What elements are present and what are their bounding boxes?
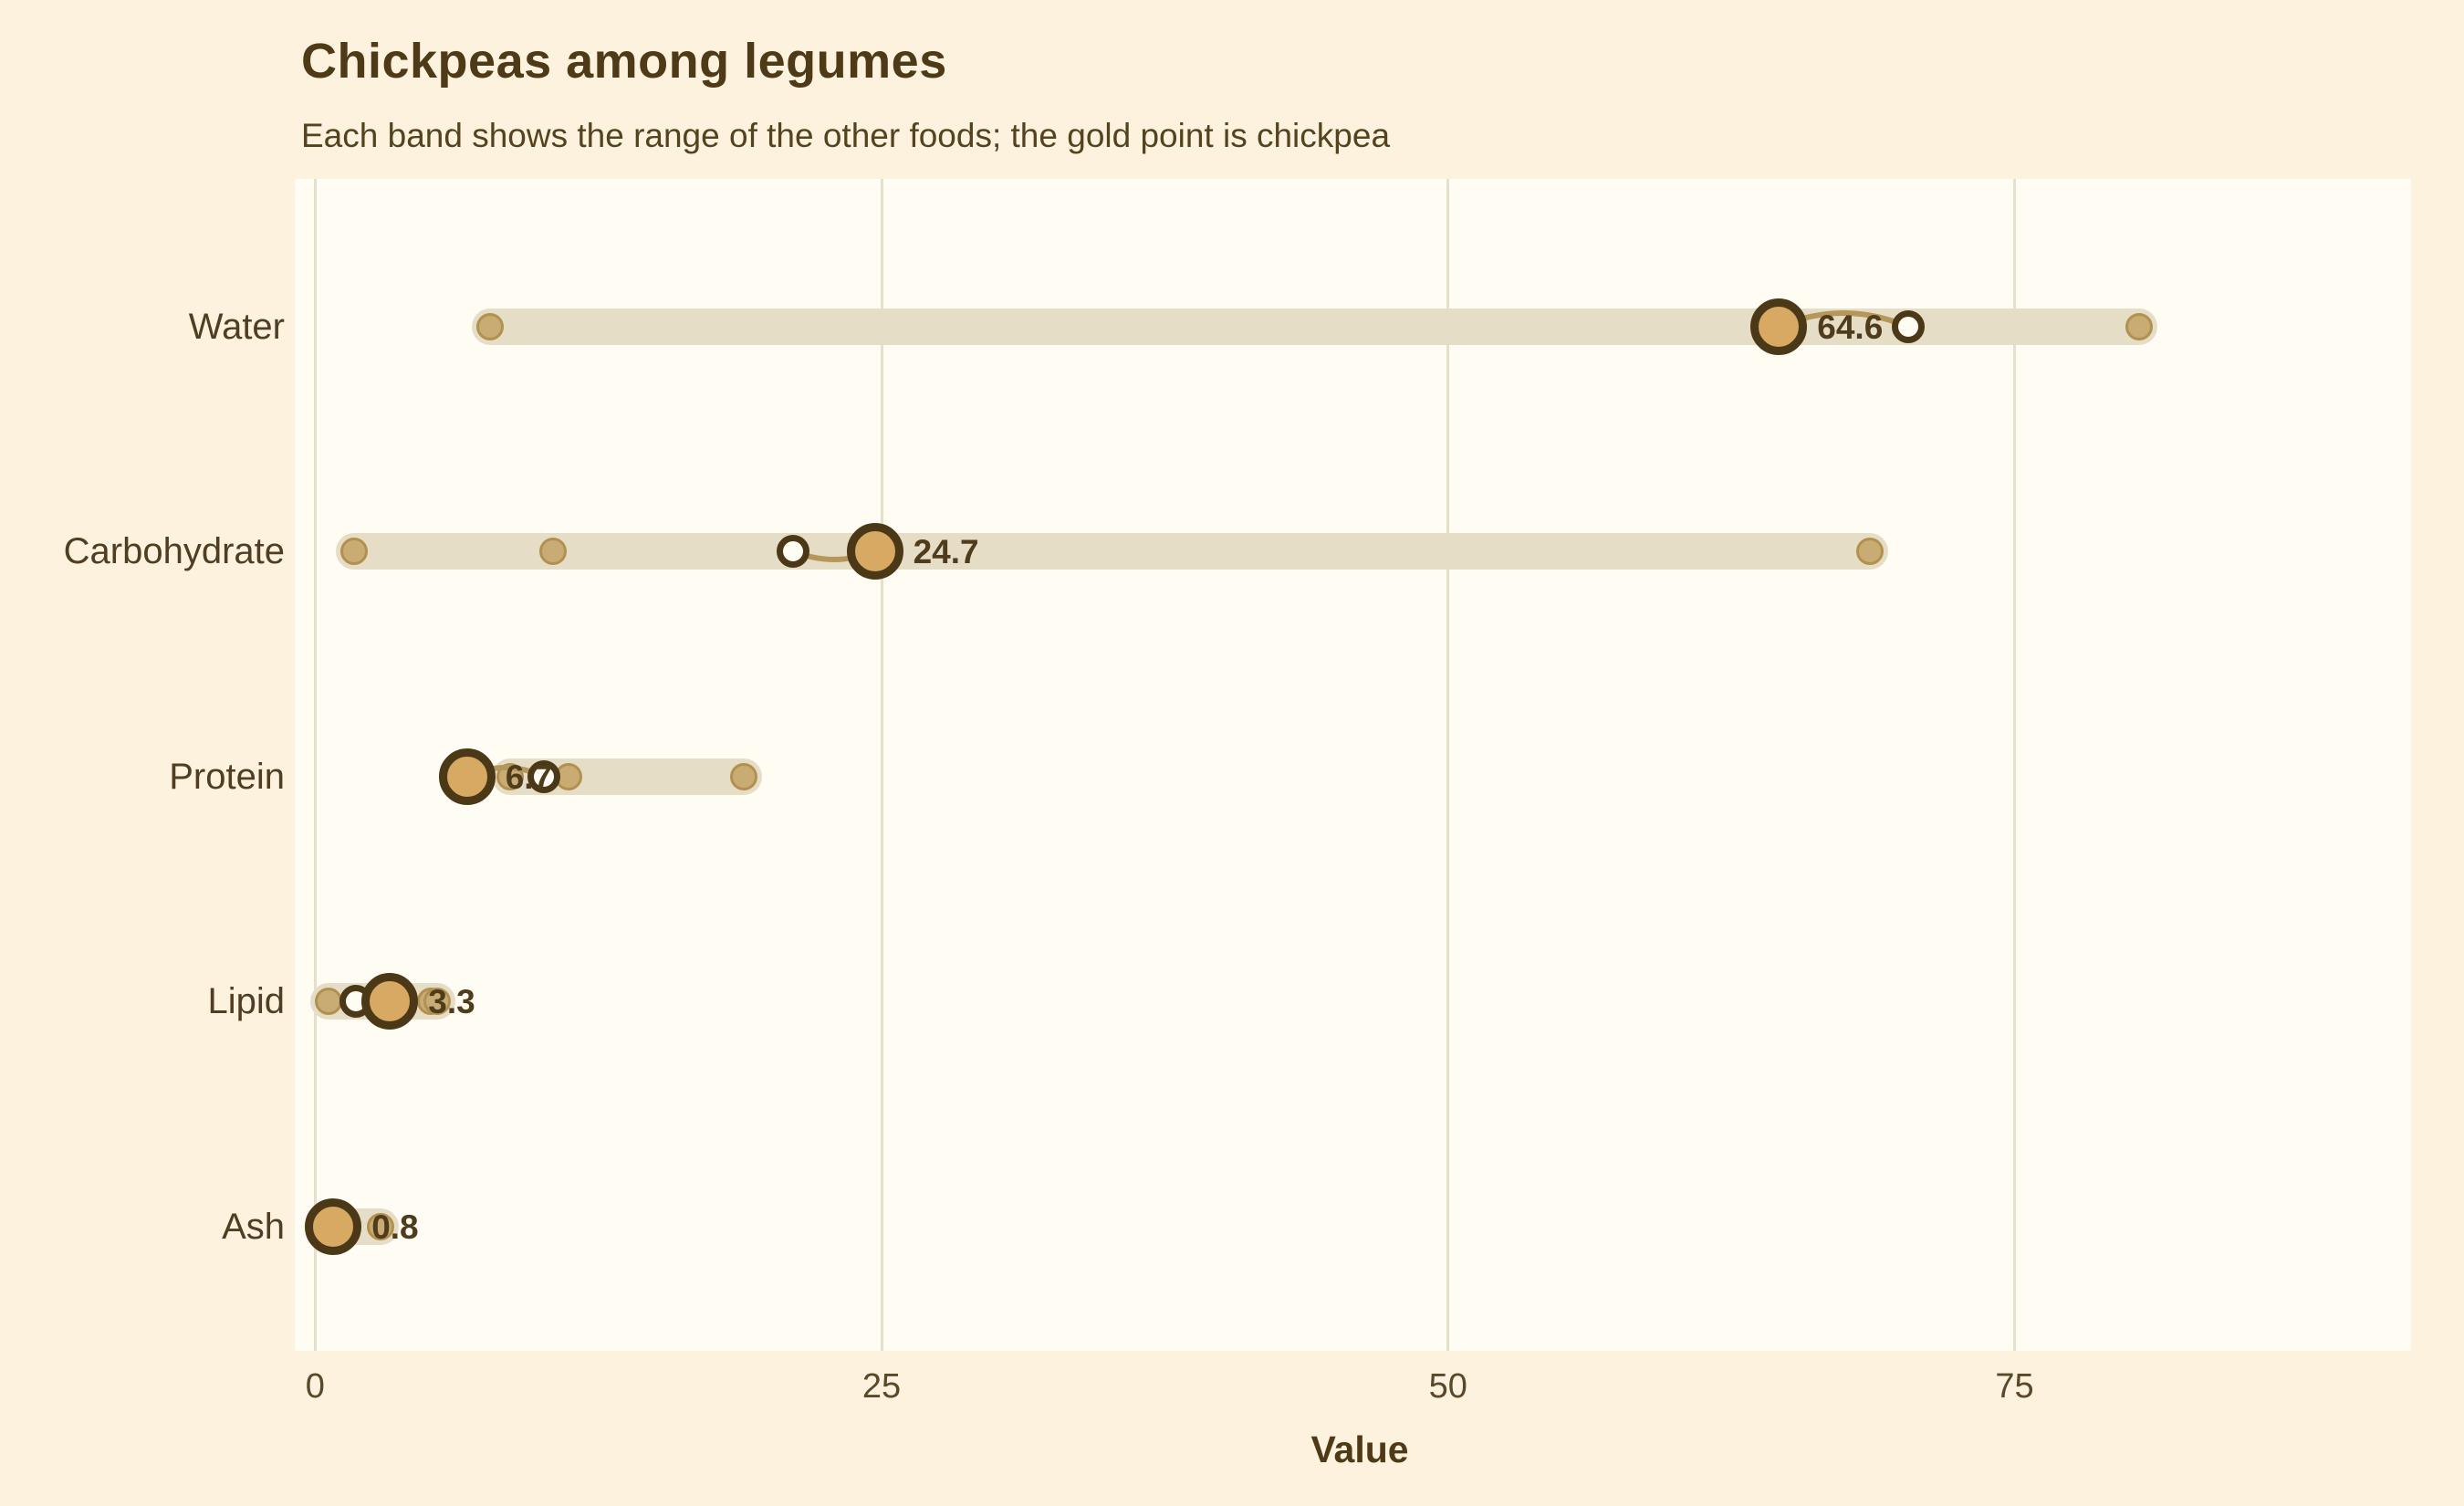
chickpea-value-label: 0.8 [371, 1208, 419, 1246]
gridline-50 [1446, 179, 1450, 1351]
other-food-point [539, 538, 568, 565]
chickpea-value-label: 6.7 [505, 758, 553, 796]
chickpea-point [1750, 298, 1808, 355]
other-food-point [367, 1213, 395, 1240]
x-tick-label-50: 50 [1428, 1367, 1467, 1406]
category-label-protein: Protein [169, 757, 285, 797]
chickpea-point [846, 523, 903, 580]
chickpea-point [438, 748, 496, 805]
chickpea-point [361, 973, 419, 1030]
category-label-ash: Ash [222, 1207, 285, 1247]
category-label-water: Water [188, 307, 285, 347]
x-tick-label-25: 25 [861, 1367, 902, 1406]
comparison-open-point [1891, 310, 1925, 343]
chickpea-value-label: 24.7 [913, 533, 979, 570]
chickpea-value-label: 64.6 [1817, 309, 1884, 346]
other-food-point [2125, 313, 2154, 340]
point-layer: 64.6 24.7 6.7 3.3 0.8 [295, 179, 2411, 1351]
other-food-point [1855, 538, 1884, 565]
plot-panel: 64.6 24.7 6.7 3.3 0.8 [295, 179, 2411, 1351]
comparison-open-point [777, 535, 810, 568]
page-title: Chickpeas among legumes [301, 34, 947, 89]
category-label-lipid: Lipid [207, 981, 285, 1021]
other-food-point [729, 763, 757, 790]
chickpea-point [305, 1198, 362, 1255]
gridline-25 [880, 179, 883, 1351]
other-food-point [339, 538, 368, 565]
x-tick-label-75: 75 [1995, 1367, 2034, 1406]
x-tick-label-0: 0 [305, 1367, 325, 1406]
gridline-0 [313, 179, 317, 1351]
gridline-layer [295, 179, 2411, 1351]
page-subtitle: Each band shows the range of the other f… [301, 117, 1391, 154]
chickpea-value-label: 3.3 [428, 983, 475, 1020]
other-food-point [475, 313, 504, 340]
category-label-carbohydrate: Carbohydrate [63, 531, 285, 571]
other-food-point [315, 988, 343, 1015]
other-food-point [423, 988, 452, 1015]
range-band-carbohydrate [335, 533, 1888, 570]
gridline-75 [2012, 179, 2016, 1351]
comparison-open-point [527, 760, 561, 793]
x-axis-title: Value [1310, 1428, 1409, 1470]
